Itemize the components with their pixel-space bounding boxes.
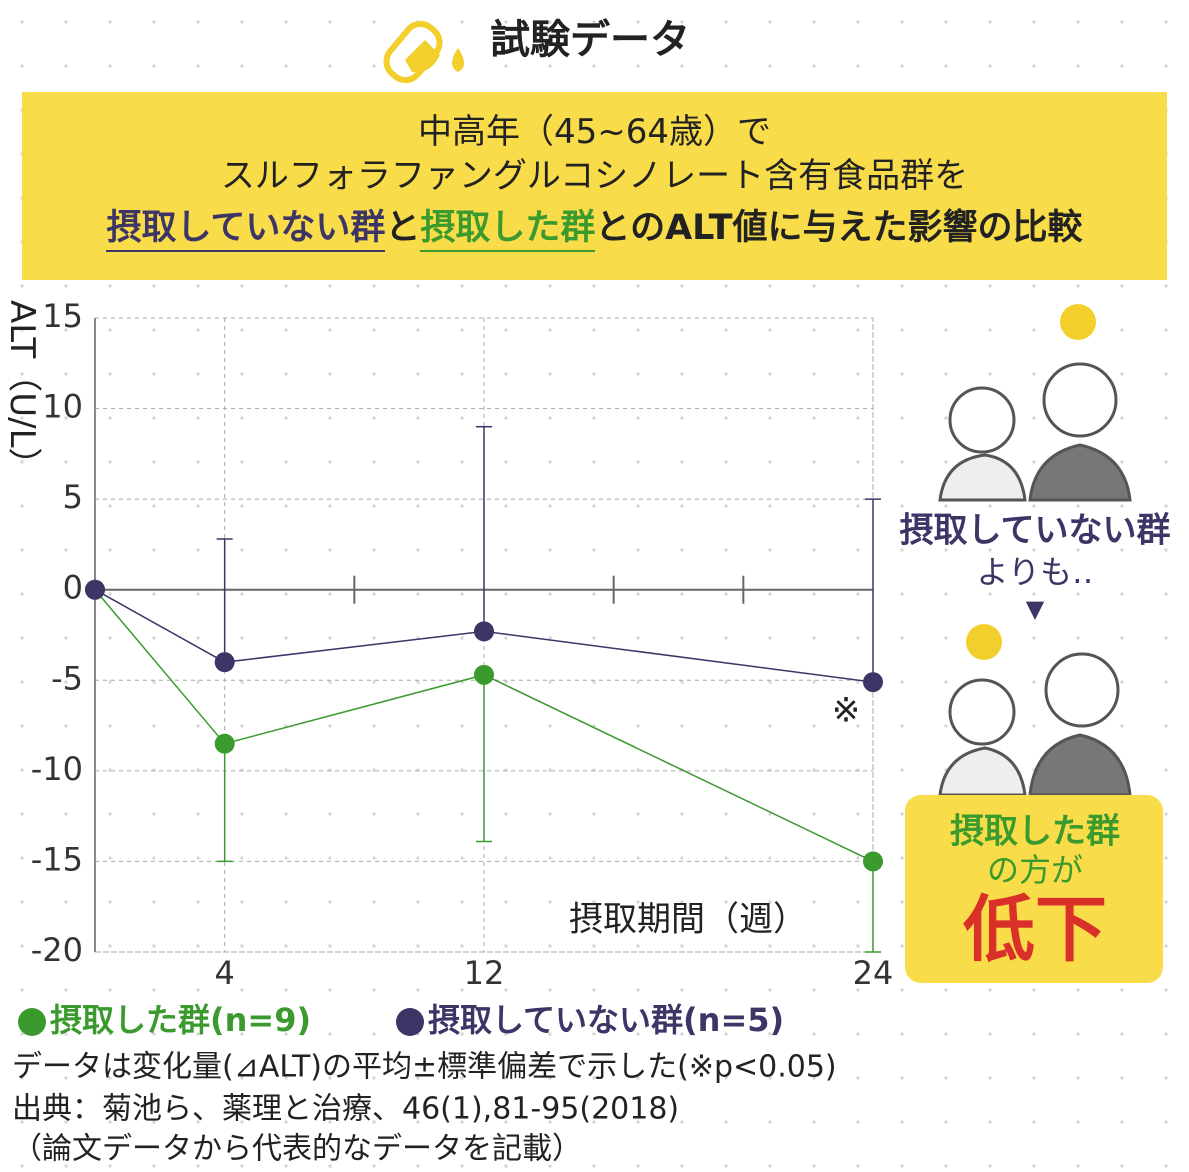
banner-group: 摂取していない群 bbox=[106, 208, 386, 252]
banner-line: 中高年（45~64歳）で bbox=[417, 112, 771, 152]
side-arrow: ▼ bbox=[1026, 595, 1045, 623]
error-bar bbox=[476, 674, 492, 843]
legend-label: 摂取した群(n=9) bbox=[50, 1001, 311, 1039]
banner-text: とのALT値に与えた影響の比較 bbox=[595, 208, 1083, 248]
x-axis-label: 摂取期間（週） bbox=[569, 900, 807, 940]
data-point bbox=[85, 579, 105, 600]
error-bar bbox=[476, 425, 492, 632]
banner-line: スルフォラファングルコシノレート含有食品群を bbox=[220, 156, 969, 196]
people-illustration-relieved bbox=[938, 624, 1132, 797]
y-tick-label: 5 bbox=[63, 478, 83, 516]
x-tick-label: 12 bbox=[464, 954, 505, 992]
y-tick-label: 0 bbox=[63, 569, 83, 607]
note: データは変化量(⊿ALT)の平均±標準偏差で示した(※p<0.05) bbox=[12, 1050, 837, 1085]
banner: 中高年（45~64歳）で スルフォラファングルコシノレート含有食品群を 摂取して… bbox=[22, 92, 1167, 280]
y-tick-label: -15 bbox=[31, 840, 83, 878]
x-tick-label: 24 bbox=[853, 954, 894, 992]
series-line bbox=[94, 589, 874, 863]
legend-label: 摂取していない群(n=5) bbox=[428, 1001, 784, 1039]
annotation: ※ bbox=[832, 691, 861, 731]
series-line bbox=[94, 589, 874, 683]
side-text: よりも‥ bbox=[977, 553, 1094, 591]
y-tick-label: -5 bbox=[51, 659, 83, 697]
error-bar bbox=[216, 743, 233, 863]
y-tick-label: 15 bbox=[42, 297, 83, 335]
note: （論文データから代表的なデータを記載） bbox=[12, 1132, 582, 1167]
y-axis-label: ALT（U/L） bbox=[2, 300, 42, 482]
y-tick-label: -10 bbox=[31, 750, 83, 788]
data-point bbox=[214, 652, 235, 673]
note: 出典：菊池ら、薬理と治療、46(1),81-95(2018) bbox=[12, 1092, 679, 1127]
data-point bbox=[474, 664, 494, 685]
side-group: 摂取していない群 bbox=[900, 511, 1171, 551]
banner-text: と bbox=[385, 208, 421, 248]
test-tube-icon bbox=[383, 20, 464, 84]
side-result: 低下 bbox=[963, 888, 1107, 972]
error-bar bbox=[865, 498, 881, 683]
side-text: の方が bbox=[987, 851, 1083, 889]
data-point bbox=[863, 672, 883, 693]
error-bar bbox=[865, 861, 881, 953]
data-point bbox=[214, 733, 235, 754]
data-point bbox=[863, 851, 883, 872]
y-tick-label: 10 bbox=[42, 388, 83, 426]
side-group: 摂取した群 bbox=[950, 812, 1120, 852]
data-point bbox=[474, 621, 494, 642]
legend-marker bbox=[396, 1008, 424, 1036]
legend-marker bbox=[18, 1008, 46, 1036]
y-tick-label: -20 bbox=[31, 931, 83, 969]
people-illustration-worried bbox=[938, 304, 1132, 502]
banner-group: 摂取した群 bbox=[420, 208, 596, 252]
banner-line: 摂取していない群と摂取した群とのALT値に与えた影響の比較 bbox=[22, 206, 1167, 252]
header-title: 試験データ bbox=[490, 17, 690, 63]
result-box bbox=[905, 795, 1163, 983]
x-tick-label: 4 bbox=[214, 954, 234, 992]
error-bar bbox=[216, 538, 233, 663]
